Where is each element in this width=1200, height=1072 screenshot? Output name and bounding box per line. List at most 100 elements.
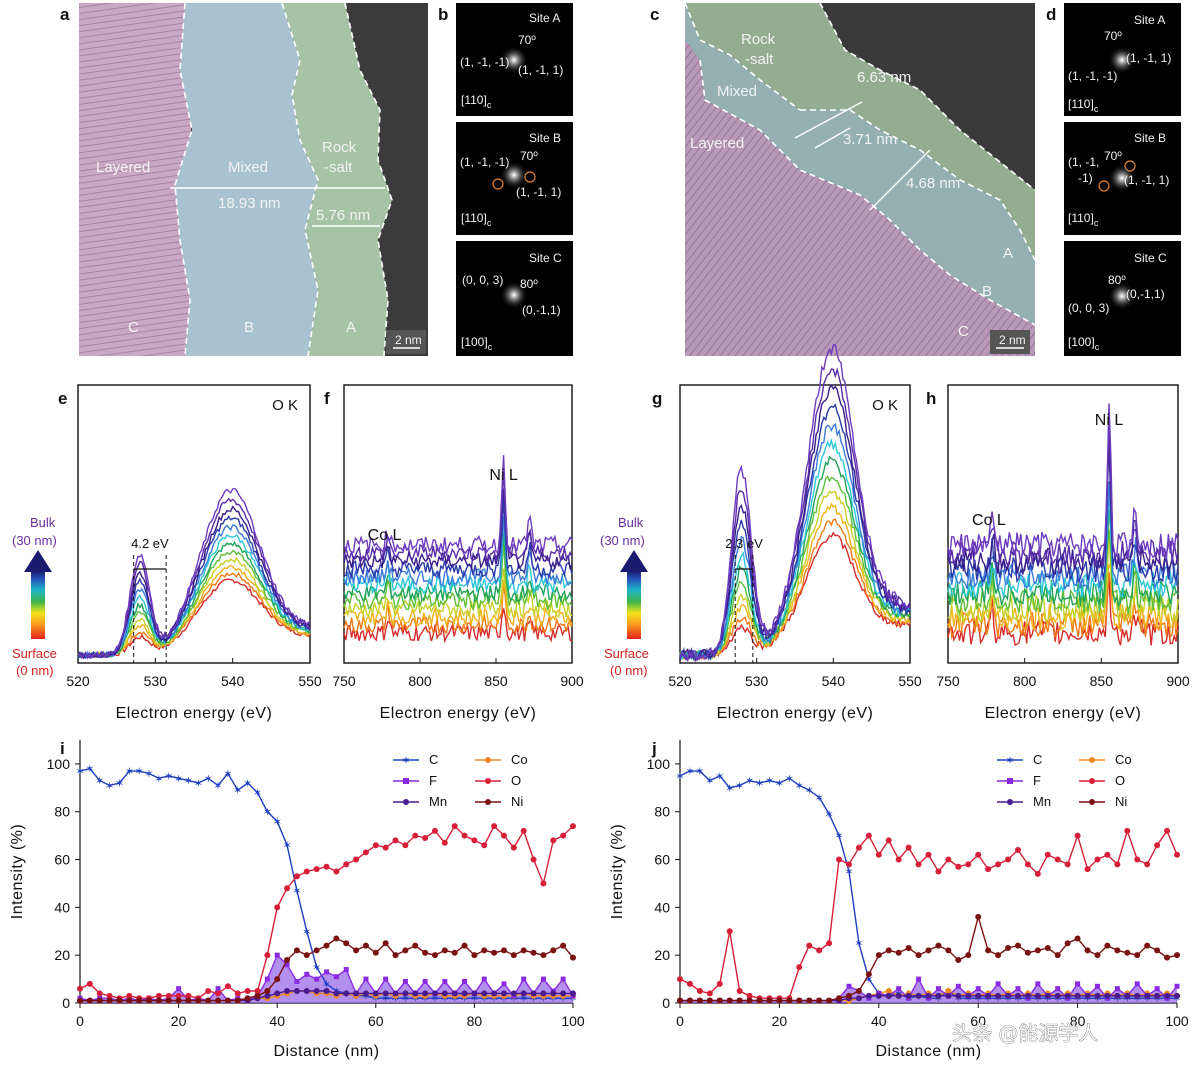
data-point bbox=[816, 997, 823, 1004]
spectrum-line bbox=[343, 488, 573, 571]
colorbar-top-label: (30 nm) bbox=[12, 533, 57, 548]
fft-site-c: Site C 80º (0,-1,1) (0, 0, 3) [100]c bbox=[1064, 241, 1181, 356]
data-point bbox=[1154, 992, 1161, 999]
colorbar-bottom-label: (0 nm) bbox=[610, 663, 648, 678]
x-tick-label: 900 bbox=[560, 673, 584, 689]
data-point bbox=[905, 992, 912, 999]
legend-marker bbox=[485, 799, 491, 805]
data-point bbox=[746, 997, 753, 1004]
data-point bbox=[224, 997, 231, 1004]
data-point bbox=[895, 992, 902, 999]
data-point: ✶ bbox=[381, 993, 390, 1005]
boundary-line bbox=[344, 2, 393, 357]
data-point bbox=[274, 952, 280, 958]
plot-frame bbox=[679, 384, 911, 664]
data-point: ✶ bbox=[775, 778, 784, 790]
layered-region-a bbox=[79, 3, 191, 356]
width-label: 3.71 nm bbox=[843, 131, 897, 148]
data-point bbox=[431, 827, 438, 834]
data-point bbox=[422, 835, 429, 842]
data-point bbox=[955, 983, 961, 989]
data-point bbox=[441, 990, 448, 997]
data-point bbox=[313, 947, 320, 954]
legend-label: O bbox=[511, 773, 521, 788]
data-point bbox=[1075, 981, 1081, 987]
data-point bbox=[324, 969, 329, 975]
data-point bbox=[885, 992, 892, 999]
data-point bbox=[333, 868, 340, 875]
data-point bbox=[935, 942, 942, 949]
data-point bbox=[570, 990, 576, 997]
data-point bbox=[1084, 866, 1091, 873]
spectrum-line bbox=[343, 455, 573, 555]
x-tick-label: 530 bbox=[745, 673, 769, 689]
data-point bbox=[875, 851, 882, 858]
data-point bbox=[500, 832, 507, 839]
x-tick-label: 850 bbox=[484, 673, 508, 689]
data-point: ✶ bbox=[490, 993, 499, 1005]
data-point bbox=[323, 988, 330, 995]
data-point: ✶ bbox=[864, 974, 873, 986]
data-point: ✶ bbox=[844, 867, 853, 879]
legend-marker bbox=[1089, 757, 1095, 763]
data-point bbox=[916, 976, 922, 982]
watermark-text: 头条 @能源学人 bbox=[952, 1021, 1098, 1045]
data-point: ✶ bbox=[371, 993, 380, 1005]
data-point bbox=[481, 976, 487, 982]
spectrum-line bbox=[947, 403, 1179, 559]
data-point bbox=[935, 992, 942, 999]
eels-chart-f: 750 800 850 900 Electron energy (eV) Co L Ni L bbox=[332, 384, 584, 722]
data-point bbox=[126, 992, 133, 999]
fft-spot-label: (1, -1, -1) bbox=[460, 55, 509, 69]
fft-zone: [110]c bbox=[1068, 97, 1099, 114]
rocksalt-region-a bbox=[282, 3, 392, 356]
data-point bbox=[383, 976, 389, 982]
data-point: ✶ bbox=[1003, 993, 1012, 1005]
data-point: ✶ bbox=[125, 766, 134, 778]
data-point bbox=[1015, 986, 1021, 992]
region-label: Mixed bbox=[228, 159, 268, 176]
data-point bbox=[185, 997, 192, 1004]
data-point bbox=[462, 978, 468, 984]
y-tick-label: 0 bbox=[62, 995, 70, 1011]
data-point bbox=[402, 990, 409, 997]
data-point bbox=[955, 956, 962, 963]
fft-site-title: Site C bbox=[529, 251, 562, 265]
width-arrow bbox=[794, 101, 863, 139]
data-point bbox=[1044, 992, 1051, 999]
x-tick-label: 530 bbox=[144, 673, 168, 689]
data-point bbox=[925, 992, 932, 999]
width-label: 4.68 nm bbox=[906, 175, 960, 192]
data-point: ✶ bbox=[815, 792, 824, 804]
mixed-region-c bbox=[685, 3, 1035, 325]
data-point bbox=[264, 952, 271, 959]
data-point: ✶ bbox=[1143, 993, 1152, 1005]
data-point bbox=[520, 827, 527, 834]
data-point bbox=[756, 997, 763, 1004]
fft-site-b: Site B 70º (1, -1, -1) (1, -1, 1) [110]c bbox=[456, 122, 573, 235]
fft-spot-label: (0, 0, 3) bbox=[1068, 301, 1109, 315]
y-tick-label: 100 bbox=[647, 756, 671, 772]
data-point: ✶ bbox=[685, 766, 694, 778]
data-point bbox=[1134, 856, 1141, 863]
site-label: C bbox=[128, 319, 139, 336]
data-point bbox=[314, 976, 320, 982]
y-tick-label: 40 bbox=[654, 899, 670, 915]
data-point bbox=[343, 990, 350, 997]
data-point bbox=[985, 992, 992, 999]
data-point bbox=[1055, 986, 1061, 992]
data-point bbox=[441, 839, 448, 846]
x-tick-label: 0 bbox=[76, 1013, 84, 1029]
x-tick-label: 100 bbox=[561, 1013, 585, 1029]
data-point bbox=[461, 990, 468, 997]
fft-spot-label: (1, -1, 1) bbox=[1124, 173, 1169, 187]
x-tick-label: 60 bbox=[970, 1013, 986, 1029]
width-arrow bbox=[869, 149, 931, 211]
data-point bbox=[1094, 992, 1101, 999]
fft-site-a: Site A 70º (1, -1, -1) (1, -1, 1) [110]c bbox=[1064, 3, 1181, 116]
data-point bbox=[471, 952, 478, 959]
data-point bbox=[706, 997, 713, 1004]
data-point: ✶ bbox=[824, 809, 833, 821]
data-point bbox=[451, 990, 458, 997]
data-point: ✶ bbox=[1073, 993, 1082, 1005]
